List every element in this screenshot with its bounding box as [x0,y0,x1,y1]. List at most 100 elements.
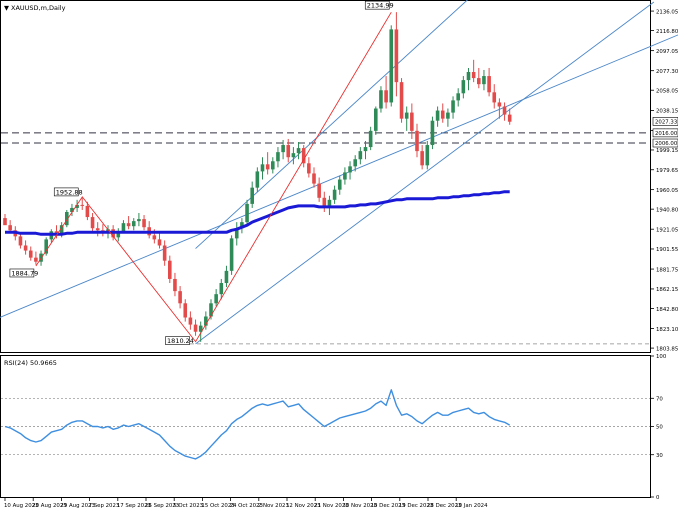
time-tick-label: 21 Nov 2023 [314,503,349,509]
price-tag: 2027.33 [652,117,678,126]
candle-body [131,221,136,227]
candle [301,145,306,168]
candle [137,213,141,227]
candle [337,175,342,195]
zigzag-label: 2134.99 [364,0,394,10]
time-tick-label: 26 Sep 2023 [145,503,179,509]
candle-body [23,245,28,251]
candle-body [173,278,177,292]
candle-body [502,106,507,115]
zigzag-label-text: 2134.99 [367,2,394,10]
candle [85,201,90,221]
candle [157,231,162,249]
trend-channel [0,0,678,345]
dropdown-arrow-icon[interactable]: ▼ [4,4,9,12]
rsi-tick-label: 0 [656,495,660,501]
candle [18,232,23,249]
time-tick-label: 5 Oct 2023 [173,503,203,509]
candle [461,76,466,99]
candle-body [482,76,486,85]
candle-body [353,159,357,167]
zigzag-label-text: 1810.24 [167,337,194,345]
candle [353,155,357,172]
candle-body [219,283,224,295]
price-tag-text: 2027.33 [655,120,677,126]
candle-body [507,114,512,122]
candle [404,106,409,131]
candle-body [451,100,455,113]
time-tick-label: 28 Dec 2023 [427,503,461,509]
candle [291,147,296,165]
candle-body [497,102,502,107]
candle [374,106,378,135]
candle [173,272,177,297]
candle [219,278,224,300]
price-tick-label: 1901.55 [656,247,678,253]
candle [188,311,193,330]
price-tick-label: 1979.65 [656,168,678,174]
candle-body [95,228,100,231]
candle [477,67,481,89]
candle-body [471,72,476,79]
candle [497,98,502,119]
time-tick-label: 10 Dec 2023 [371,503,405,509]
candle-body [358,151,363,160]
price-tick-label: 2116.80 [656,29,678,35]
candle [265,152,270,175]
time-tick-label: 15 Oct 2023 [201,503,234,509]
candle [229,235,234,275]
horizontal-levels [1,132,650,345]
candle [307,157,311,178]
candle-body [224,270,229,284]
candle [322,191,327,212]
candle [487,67,491,97]
candle-body [260,164,265,172]
candle-body [80,204,85,206]
candle [394,12,399,97]
candle [250,181,254,208]
candle-body [178,291,182,304]
candle [116,228,121,242]
candle [410,103,414,139]
price-tag-box [652,128,678,138]
candle-body [116,231,121,238]
candle [224,265,229,288]
time-tick-label: 12 Nov 2023 [286,503,321,509]
candle [260,157,265,180]
candle [451,96,455,119]
candle [162,240,167,266]
candle [502,102,507,121]
candle-body [286,145,291,158]
candle-body [477,78,481,85]
price-tick-label: 1842.80 [656,307,678,313]
candle [3,214,7,226]
candle [348,161,352,180]
candle [214,289,218,307]
time-tick-label: 20 Aug 2023 [32,503,67,509]
zigzag-label-box [53,187,79,197]
price-tick-label: 1940.80 [656,207,678,213]
candle-body [276,152,280,162]
candle-body [487,76,491,93]
candle-body [425,145,430,166]
candle [75,199,79,212]
candle [358,147,363,165]
zigzag-label: 1884.79 [9,268,38,277]
candle [384,76,388,109]
rsi-indicator [1,389,650,460]
price-tag-text: 2016.00 [655,131,678,137]
candle-body [204,316,208,326]
candle-body [430,120,435,146]
candle [131,218,136,231]
rsi-tick-label: 50 [656,425,663,431]
candle [271,157,275,174]
candle [126,216,131,230]
candle-body [384,90,388,103]
price-tick-label: 2097.05 [656,49,678,55]
candle-body [296,148,301,154]
candle [193,319,198,336]
time-tick-label: 7 Sep 2023 [89,503,120,509]
candle-body [28,250,33,258]
